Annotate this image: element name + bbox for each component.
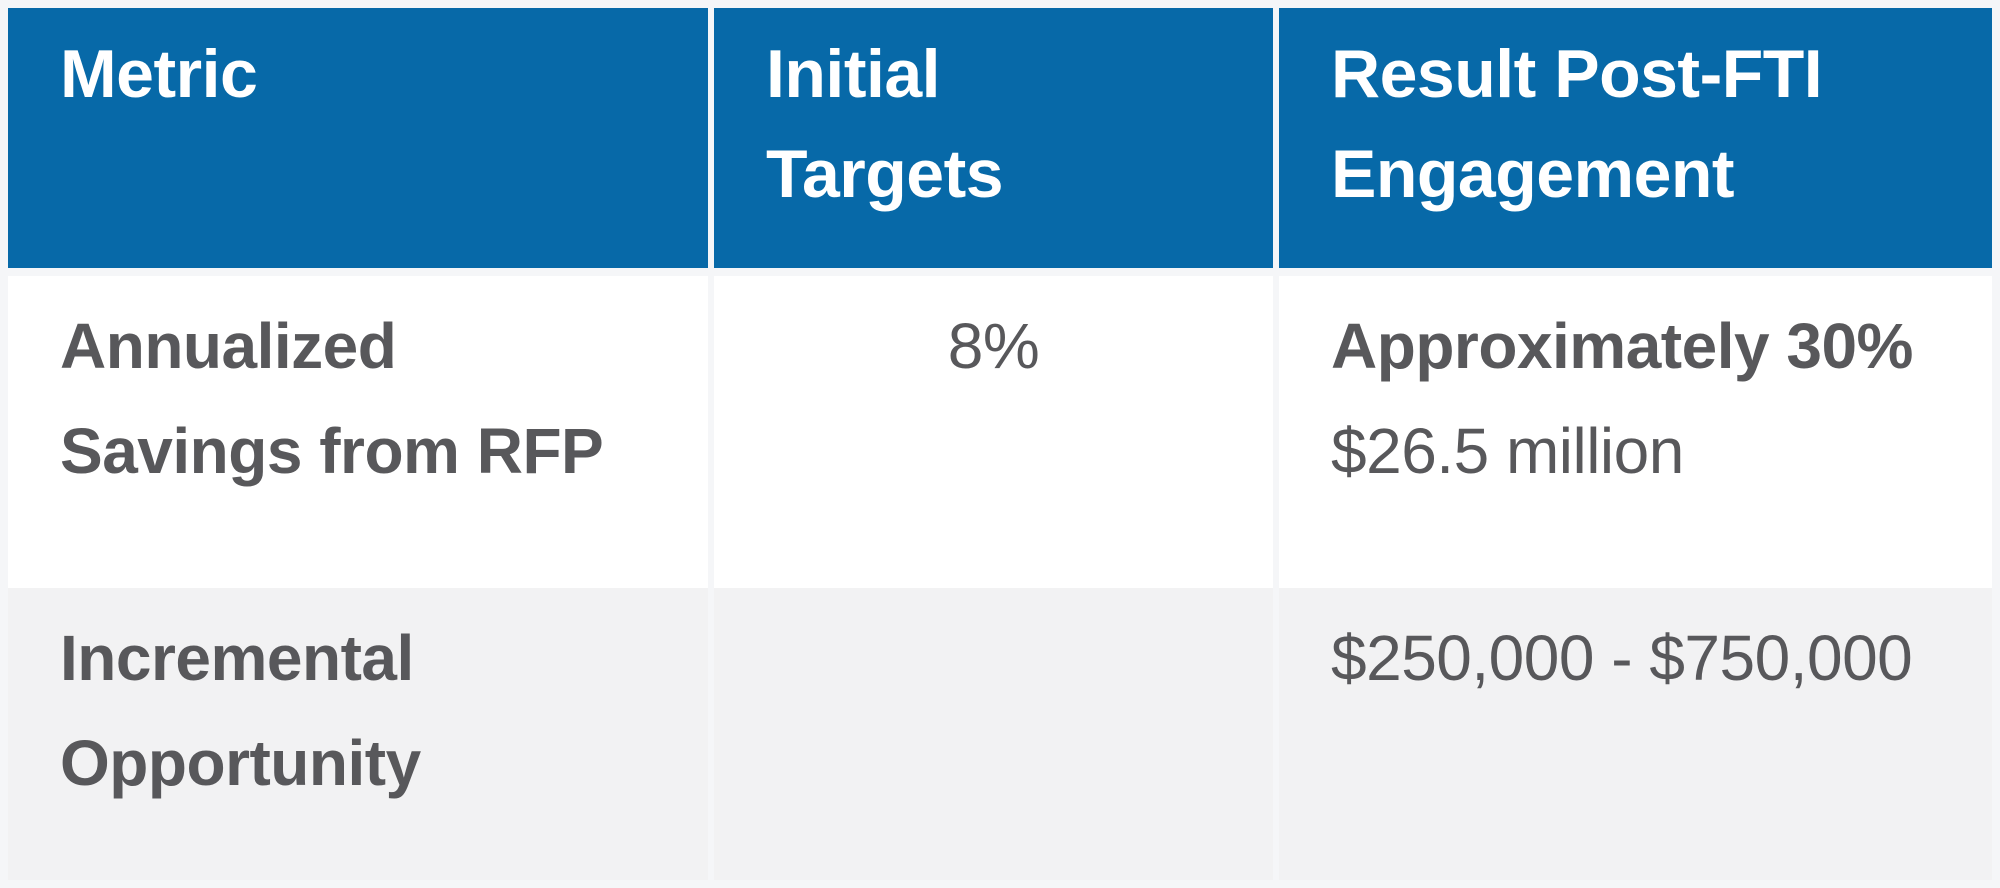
row1-result-cell: Approximately 30% $26.5 million	[1279, 276, 1992, 588]
metric-name-line: Opportunity	[60, 727, 421, 799]
initial-target-value: 8%	[947, 310, 1040, 382]
header-label-line: Metric	[60, 36, 258, 112]
row2-initial-target-cell	[714, 588, 1273, 880]
result-detail-value: $250,000 - $750,000	[1331, 622, 1913, 694]
metric-name-line: Savings from RFP	[60, 415, 604, 487]
result-detail-value: $26.5 million	[1331, 415, 1684, 487]
column-header-initial-targets: Initial Targets	[714, 8, 1273, 276]
row2-result-cell: $250,000 - $750,000	[1279, 588, 1992, 880]
column-header-result-post-fti-engagement: Result Post-FTI Engagement	[1279, 8, 1992, 276]
metric-name-line: Incremental	[60, 622, 414, 694]
row1-metric-cell: Annualized Savings from RFP	[8, 276, 708, 588]
row1-initial-target-cell: 8%	[714, 276, 1273, 588]
result-emphasis-value: Approximately 30%	[1331, 310, 1913, 382]
header-label-line: Initial	[766, 36, 941, 112]
metric-name-line: Annualized	[60, 310, 397, 382]
column-header-metric: Metric	[8, 8, 708, 276]
header-label-line: Result Post-FTI	[1331, 36, 1823, 112]
header-label-line: Targets	[766, 136, 1004, 212]
metrics-table: Metric Initial Targets Result Post-FTI E…	[8, 8, 1992, 880]
row2-metric-cell: Incremental Opportunity	[8, 588, 708, 880]
header-label-line: Engagement	[1331, 136, 1735, 212]
